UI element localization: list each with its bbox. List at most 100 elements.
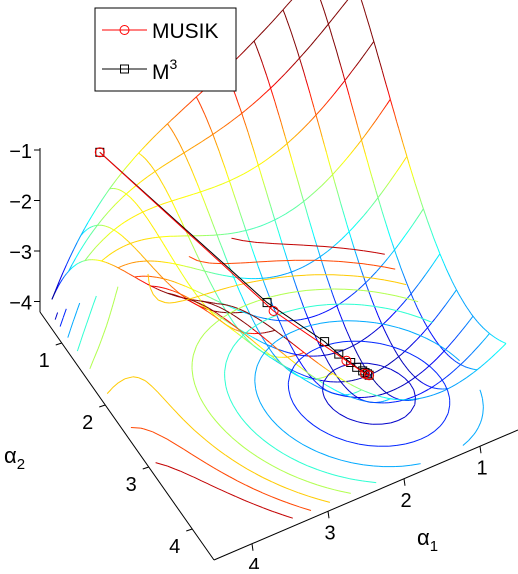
surface-gridline-y xyxy=(170,160,174,162)
surface-gridline-x xyxy=(328,24,330,31)
surface-gridline-y xyxy=(219,275,223,276)
floor-contour-segment xyxy=(77,311,78,313)
surface-gridline-y xyxy=(379,325,383,328)
surface-gridline-y xyxy=(306,264,310,266)
surface-gridline-x xyxy=(256,327,258,331)
floor-contour-segment xyxy=(194,430,200,435)
floor-contours xyxy=(55,238,483,518)
surface-gridline-x xyxy=(229,181,231,187)
floor-contour-segment xyxy=(279,451,284,454)
surface-gridline-y xyxy=(204,189,208,190)
surface-gridline-x xyxy=(291,272,293,278)
surface-gridline-y xyxy=(96,243,100,247)
surface-gridline-y xyxy=(207,296,211,298)
surface-gridline-x xyxy=(382,211,384,218)
floor-contour-segment xyxy=(397,282,407,284)
floor-contour-segment xyxy=(391,421,399,424)
floor-contour-segment xyxy=(230,285,238,287)
floor-contour-segment xyxy=(207,409,211,415)
surface-gridline-y xyxy=(349,228,353,232)
floor-contour-segment xyxy=(256,389,257,393)
surface-gridline-x xyxy=(366,283,368,289)
surface-gridline-x xyxy=(349,232,351,239)
floor-contour-segment xyxy=(291,504,300,507)
surface-gridline-y xyxy=(110,184,114,189)
surface-gridline-x xyxy=(360,358,362,362)
surface-gridline-x xyxy=(285,136,287,143)
surface-gridline-x xyxy=(362,271,364,277)
surface-gridline-y xyxy=(240,174,244,176)
surface-gridline-y xyxy=(407,398,411,399)
floor-contour-segment xyxy=(317,451,321,453)
surface-gridline-x xyxy=(194,177,196,182)
surface-gridline-y xyxy=(383,393,387,394)
surface-gridline-y xyxy=(346,232,350,236)
x-tick-mark xyxy=(480,446,481,453)
floor-contour-segment xyxy=(147,382,153,387)
floor-contour-segment xyxy=(217,469,222,472)
surface-gridline-x xyxy=(417,190,419,196)
surface-gridline-x xyxy=(176,210,178,214)
floor-contour-segment xyxy=(169,303,174,304)
floor-contour-segment xyxy=(340,460,342,461)
z-tick-label: −3 xyxy=(9,242,32,264)
surface-gridline-x xyxy=(349,95,351,102)
surface-gridline-y xyxy=(370,41,374,46)
floor-contour-segment xyxy=(272,497,274,498)
surface-gridline-y xyxy=(387,398,391,399)
floor-contour-segment xyxy=(230,400,233,406)
surface-gridline-x xyxy=(488,332,490,334)
surface-gridline-y xyxy=(125,264,129,265)
surface-gridline-y xyxy=(416,399,420,400)
floor-contour-segment xyxy=(384,280,395,282)
surface-gridline-x xyxy=(397,121,399,128)
surface-gridline-x xyxy=(279,233,281,240)
floor-contour-segment xyxy=(180,471,184,473)
surface-gridline-y xyxy=(272,18,276,22)
surface-gridline-x xyxy=(452,359,454,361)
floor-contour-segment xyxy=(283,454,291,458)
surface-gridline-y xyxy=(308,317,312,318)
surface-gridline-x xyxy=(182,274,184,277)
floor-contour-segment xyxy=(251,429,257,434)
surface-gridline-x xyxy=(335,300,337,306)
floor-contour-segment xyxy=(74,312,77,319)
surface-gridline-x xyxy=(281,325,283,330)
surface-gridline-x xyxy=(287,21,289,27)
floor-contour-segment xyxy=(333,409,335,411)
surface-gridline-y xyxy=(74,242,78,249)
surface-gridline-y xyxy=(182,107,186,110)
surface-gridline-y xyxy=(184,151,188,153)
surface-gridline-x xyxy=(442,259,444,264)
surface-gridline-x xyxy=(395,398,397,399)
surface-gridline-x xyxy=(271,88,273,95)
surface-gridline-y xyxy=(219,184,223,185)
floor-contour-segment xyxy=(391,369,399,373)
floor-contour-segment xyxy=(290,330,297,333)
surface-gridline-y xyxy=(411,289,415,294)
floor-contour-segment xyxy=(323,391,324,394)
floor-contour-segment xyxy=(243,466,248,469)
surface-gridline-y xyxy=(343,1,347,6)
surface-gridline-x xyxy=(246,306,248,310)
surface-gridline-x xyxy=(292,356,294,357)
floor-contour-segment xyxy=(363,264,367,265)
surface-gridline-x xyxy=(211,129,213,134)
surface-gridline-x xyxy=(122,191,124,192)
surface-gridline-y xyxy=(324,251,328,254)
floor-contour-segment xyxy=(280,470,284,472)
surface-gridline-y xyxy=(146,142,150,146)
surface-gridline-x xyxy=(345,387,347,389)
surface-gridline-y xyxy=(415,375,419,378)
floor-contour-segment xyxy=(384,294,387,295)
surface-gridline-y xyxy=(117,174,121,179)
floor-contour-segment xyxy=(116,288,118,295)
floor-contour-segment xyxy=(249,502,254,504)
surface-gridline-y xyxy=(281,350,285,351)
floor-contour-segment xyxy=(260,402,263,408)
surface-gridline-y xyxy=(462,326,466,331)
floor-contour-segment xyxy=(177,413,178,414)
surface-gridline-x xyxy=(395,114,397,121)
surface-gridline-x xyxy=(322,137,324,145)
surface-gridline-y xyxy=(339,6,343,11)
